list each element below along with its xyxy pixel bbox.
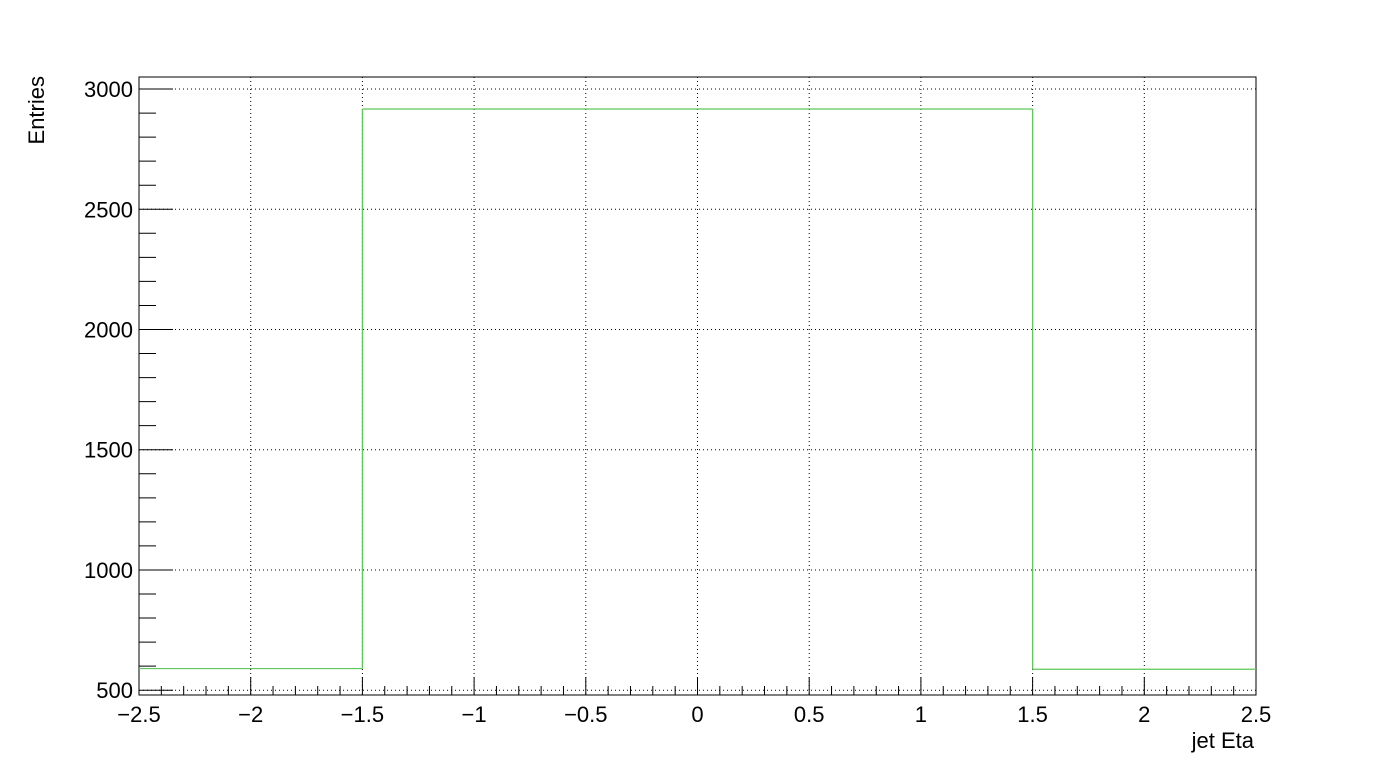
y-tick-label: 3000 — [84, 77, 133, 102]
x-tick-label: 1 — [915, 702, 927, 727]
x-axis-title: jet Eta — [1191, 728, 1255, 753]
x-tick-label: 2.5 — [1241, 702, 1272, 727]
x-tick-label: −2 — [238, 702, 263, 727]
x-tick-label: 0 — [691, 702, 703, 727]
x-tick-label: −1 — [462, 702, 487, 727]
grid-lines — [139, 77, 1256, 695]
axis-ticks — [138, 88, 1257, 695]
y-tick-label: 1500 — [84, 438, 133, 463]
y-tick-label: 500 — [96, 678, 133, 703]
x-tick-label: 1.5 — [1017, 702, 1048, 727]
y-tick-label: 2000 — [84, 317, 133, 342]
x-tick-label: −1.5 — [341, 702, 384, 727]
x-tick-label: −0.5 — [564, 702, 607, 727]
x-tick-label: 0.5 — [794, 702, 825, 727]
histogram-series — [139, 108, 1256, 670]
y-tick-label: 2500 — [84, 197, 133, 222]
x-tick-label: 2 — [1138, 702, 1150, 727]
tick-labels: −2.5 −2 −1.5 −1 −0.5 0 0.5 1 1.5 2 2.5 500 1000 1500 2… — [84, 77, 1271, 727]
x-tick-label: −2.5 — [117, 702, 160, 727]
y-tick-label: 1000 — [84, 558, 133, 583]
y-axis-title: Entries — [24, 76, 49, 144]
